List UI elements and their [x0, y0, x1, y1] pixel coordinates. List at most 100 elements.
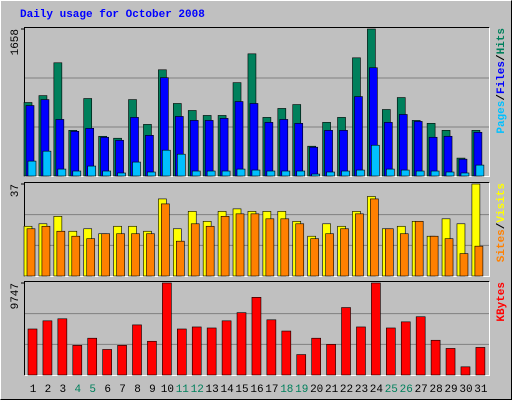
bar	[191, 326, 202, 376]
x-tick-label: 20	[310, 384, 323, 396]
bar	[398, 114, 408, 177]
x-tick-label: 11	[176, 384, 190, 396]
bar	[219, 118, 229, 177]
bar	[55, 119, 65, 177]
bar	[235, 213, 245, 277]
bar	[371, 282, 381, 376]
bar	[356, 169, 365, 177]
bar	[162, 282, 172, 376]
bar	[100, 136, 109, 177]
bar	[132, 324, 142, 376]
bar	[444, 238, 454, 277]
y-tick-label: 37	[10, 184, 22, 197]
bar	[371, 144, 380, 177]
x-tick-label: 23	[355, 384, 368, 396]
bar	[117, 345, 127, 376]
bar	[27, 328, 38, 376]
bar	[206, 170, 216, 177]
plot-bevel	[24, 281, 490, 376]
x-tick-label: 25	[385, 384, 398, 396]
bar	[311, 337, 321, 376]
bar	[145, 135, 154, 177]
bar	[385, 228, 394, 277]
x-tick-label: 19	[295, 384, 308, 396]
bar	[42, 320, 53, 376]
bar	[460, 172, 470, 177]
bar	[41, 225, 51, 277]
bar	[116, 233, 125, 277]
bar	[205, 225, 215, 277]
bar	[26, 228, 36, 277]
bar	[266, 319, 277, 376]
legend: Sites/Visits	[496, 183, 508, 262]
bar	[310, 238, 319, 277]
x-tick-label: 31	[474, 384, 488, 396]
y-tick-label: 9747	[10, 283, 22, 309]
bar	[415, 170, 425, 177]
x-tick-label: 27	[415, 384, 428, 396]
bar	[86, 238, 96, 277]
bar	[324, 130, 333, 177]
x-tick-label: 10	[161, 384, 174, 396]
bar	[190, 223, 200, 277]
bar	[102, 170, 111, 177]
legend: Pages/Files/Hits	[496, 28, 508, 134]
chart-title: Daily usage for October 2008	[20, 9, 205, 21]
bar	[162, 149, 171, 177]
x-tick-label: 16	[250, 384, 263, 396]
bar	[101, 233, 110, 277]
x-tick-label: 1	[30, 384, 37, 396]
bar	[445, 348, 456, 376]
x-tick-label: 7	[119, 384, 126, 396]
x-tick-label: 13	[206, 384, 219, 396]
bar	[87, 337, 98, 376]
bar	[340, 228, 349, 277]
bar	[117, 172, 126, 177]
legend-separator: /	[496, 54, 508, 61]
bar	[72, 170, 82, 177]
bar	[354, 96, 363, 177]
bar	[443, 135, 453, 177]
legend-entry: Sites	[496, 229, 508, 262]
x-tick-label: 22	[340, 384, 353, 396]
bar	[279, 119, 289, 177]
x-tick-label: 3	[60, 384, 67, 396]
bar	[102, 349, 112, 376]
x-tick-label: 4	[74, 384, 81, 396]
x-tick-label: 8	[134, 384, 141, 396]
bar	[251, 297, 262, 376]
bar	[386, 327, 396, 376]
plot-bevel	[24, 281, 490, 376]
x-tick-label: 28	[430, 384, 443, 396]
legend-entry: KBytes	[496, 282, 508, 322]
bar	[264, 122, 274, 177]
bar	[415, 316, 426, 376]
bar	[251, 169, 261, 177]
bar	[146, 233, 155, 277]
bar	[71, 235, 81, 277]
bar	[384, 122, 393, 177]
bar	[460, 366, 471, 376]
bar	[428, 136, 438, 177]
bar	[430, 339, 441, 376]
legend-separator: /	[496, 222, 508, 229]
x-tick-label: 17	[265, 384, 278, 396]
bar	[281, 170, 291, 177]
x-tick-label: 21	[325, 384, 339, 396]
legend-entry: Hits	[496, 28, 508, 54]
bar	[326, 171, 335, 177]
bar	[221, 320, 232, 376]
bar	[355, 213, 364, 277]
bar	[400, 321, 411, 376]
x-tick-label: 5	[89, 384, 96, 396]
bar	[234, 101, 244, 177]
bar	[400, 169, 410, 177]
bar	[206, 327, 217, 376]
bar	[147, 171, 156, 177]
bar	[57, 168, 67, 177]
x-tick-label: 2	[45, 384, 52, 396]
bar	[177, 153, 186, 177]
x-tick-label: 15	[235, 384, 248, 396]
bar	[296, 170, 306, 177]
plot-bevel	[24, 27, 490, 177]
